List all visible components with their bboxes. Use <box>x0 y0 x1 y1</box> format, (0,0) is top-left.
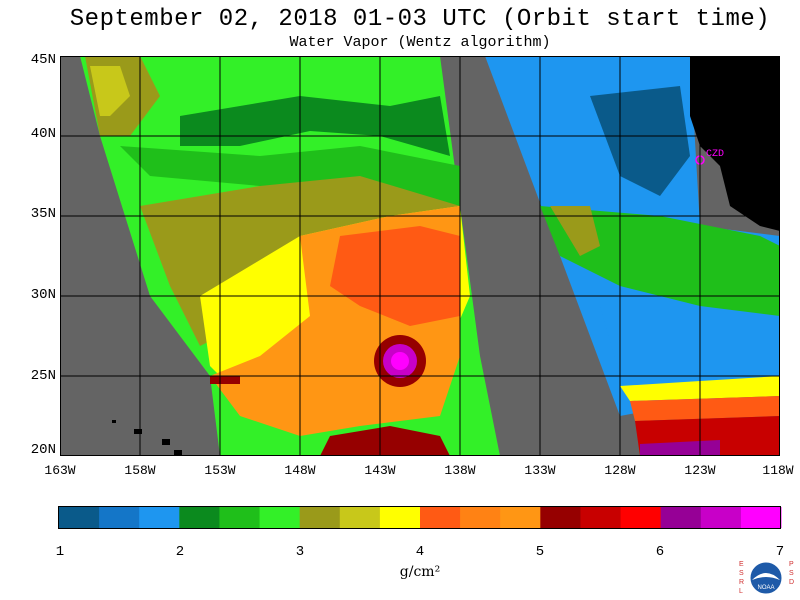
colorbar-swatch <box>59 507 100 528</box>
colorbar-swatch <box>339 507 381 528</box>
lon-label-153w: 153W <box>204 463 236 478</box>
colorbar-swatch <box>580 507 622 528</box>
lat-label-25n: 25N <box>30 368 56 384</box>
colorbar-swatch <box>219 507 261 528</box>
colorbar-swatch <box>259 507 301 528</box>
station-label: CZD <box>706 149 724 160</box>
lat-label-20n: 20N <box>30 442 56 458</box>
colorbar-tick-5: 5 <box>535 544 545 560</box>
lon-label-148w: 148W <box>284 463 316 478</box>
noaa-bird-icon <box>752 573 780 580</box>
storm-core-inner <box>391 352 409 370</box>
colorbar-swatch <box>420 507 461 528</box>
colorbar-swatch <box>139 507 180 528</box>
lon-label-143w: 143W <box>364 463 396 478</box>
water-vapor-map: CZD <box>60 56 780 456</box>
colorbar-frame <box>58 506 781 529</box>
lon-label-138w: 138W <box>444 463 476 478</box>
colorbar-swatches <box>59 507 782 528</box>
colorbar-swatch <box>540 507 581 528</box>
right-olive-band <box>550 206 600 256</box>
colorbar-swatch <box>700 507 742 528</box>
right-green-band <box>540 206 780 316</box>
deep-orange-zone <box>330 226 460 326</box>
right-lightblue-band <box>600 306 780 376</box>
dark-blue-band <box>590 86 690 196</box>
lat-label-30n: 30N <box>30 287 56 303</box>
lon-label-158w: 158W <box>124 463 156 478</box>
map-grid <box>60 56 780 456</box>
island-3 <box>162 439 170 445</box>
lon-label-163w: 163W <box>44 463 76 478</box>
greenyellow-band-nw <box>90 66 130 116</box>
lat-label-40n: 40N <box>30 126 56 142</box>
colorbar-tick-6: 6 <box>655 544 665 560</box>
colorbar-swatch <box>660 507 702 528</box>
lon-label-118w: 118W <box>762 463 794 478</box>
island-1 <box>112 420 116 423</box>
map-title: September 02, 2018 01-03 UTC (Orbit star… <box>69 6 771 33</box>
island-2 <box>134 429 142 434</box>
logo-center-text: NOAA <box>757 585 774 591</box>
lon-label-133w: 133W <box>524 463 556 478</box>
colorbar-swatch <box>460 507 501 528</box>
colorbar-tick-1: 1 <box>55 544 65 560</box>
colorbar-swatch <box>179 507 220 528</box>
lon-label-123w: 123W <box>684 463 716 478</box>
colorbar-units: g/cm² <box>399 564 441 580</box>
colorbar-swatch <box>299 507 341 528</box>
land-mass <box>690 56 780 231</box>
lon-label-128w: 128W <box>604 463 636 478</box>
colorbar-swatch <box>99 507 140 528</box>
colorbar-swatch <box>740 507 782 528</box>
lat-label-35n: 35N <box>30 206 56 222</box>
map-subtitle: Water Vapor (Wentz algorithm) <box>289 34 551 51</box>
colorbar-swatch <box>500 507 541 528</box>
colorbar-swatch <box>379 507 421 528</box>
colorbar-tick-2: 2 <box>175 544 185 560</box>
colorbar <box>58 506 782 529</box>
island-4 <box>174 450 182 456</box>
dark-green-band-north <box>180 96 450 156</box>
right-orange-band <box>630 396 780 421</box>
noaa-logo-icon <box>749 561 783 595</box>
lat-label-45n: 45N <box>30 52 56 68</box>
dark-red-southwest <box>210 376 240 384</box>
colorbar-tick-4: 4 <box>415 544 425 560</box>
dark-red-bottom <box>320 426 450 456</box>
colorbar-tick-3: 3 <box>295 544 305 560</box>
colorbar-swatch <box>620 507 662 528</box>
colorbar-tick-7: 7 <box>775 544 785 560</box>
